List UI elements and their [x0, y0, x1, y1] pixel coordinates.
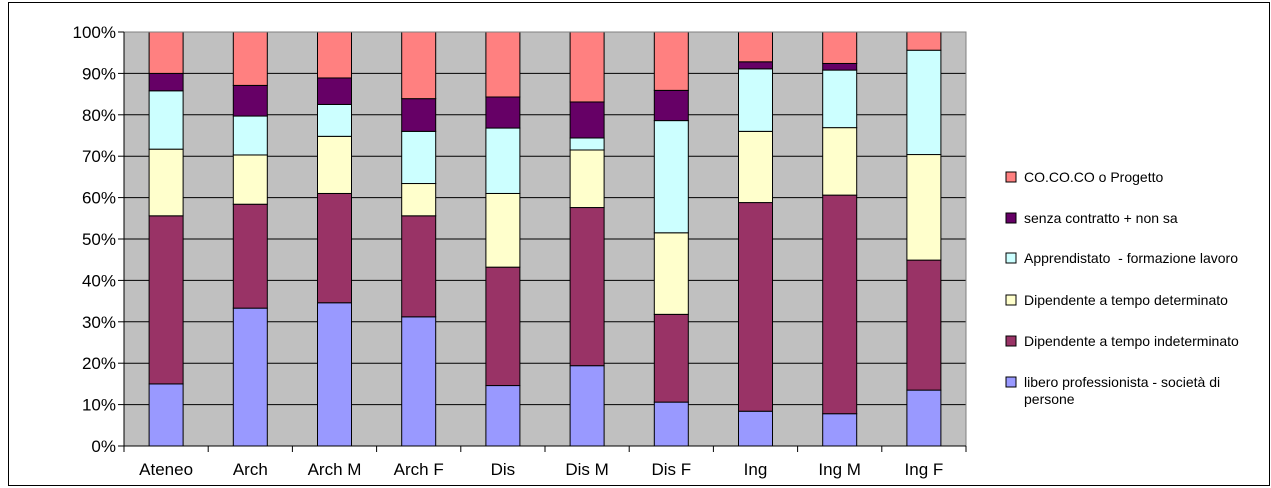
- bar-segment: [653, 232, 689, 315]
- bar-segment: [653, 401, 689, 447]
- bar-segment: [822, 194, 858, 415]
- y-tick-label: 30%: [82, 313, 116, 332]
- bars: [148, 31, 942, 447]
- legend-swatch: [1005, 252, 1017, 264]
- x-tick-label: Dis: [491, 460, 516, 479]
- bar-segment: [653, 89, 689, 122]
- legend-label: Dipendente a tempo determinato: [1024, 292, 1228, 308]
- legend-label: libero professionista - società di person…: [1024, 374, 1220, 407]
- bar-segment: [317, 31, 352, 79]
- bar-segment: [485, 266, 521, 387]
- bar-segment: [906, 259, 942, 391]
- y-tick-label: 0%: [91, 437, 116, 456]
- y-tick-label: 60%: [82, 189, 116, 208]
- legend: CO.CO.CO o Progetto senza contratto + non…: [1005, 169, 1239, 407]
- legend-swatch: [1005, 212, 1017, 224]
- bar-segment: [148, 148, 184, 217]
- bar-segment: [401, 98, 437, 132]
- bar-segment: [906, 31, 942, 51]
- y-tick-label: 50%: [82, 230, 116, 249]
- legend-label: Apprendistato - formazione lavoro: [1024, 250, 1238, 266]
- bar-segment: [317, 302, 352, 447]
- bar-segment: [653, 120, 689, 234]
- y-tick-label: 90%: [82, 64, 116, 83]
- bar-segment: [738, 410, 773, 447]
- bar-segment: [485, 96, 521, 129]
- bar-segment: [232, 31, 268, 86]
- bar-segment: [317, 103, 352, 137]
- x-tick-label: Ing M: [818, 460, 861, 479]
- legend-swatch: [1005, 294, 1017, 306]
- bar-segment: [148, 72, 184, 92]
- y-tick-label: 40%: [82, 271, 116, 290]
- bar-segment: [822, 62, 858, 71]
- bar-segment: [401, 31, 437, 100]
- bar-segment: [906, 49, 942, 156]
- x-tick-label: Ateneo: [139, 460, 193, 479]
- bar-segment: [569, 207, 605, 367]
- x-axis-ticks: Ateneo Arch Arch M Arch F Dis Dis M Dis F Ing In…: [123, 445, 967, 479]
- bar-segment: [738, 68, 773, 132]
- bar-segment: [232, 115, 268, 156]
- bar-segment: [401, 215, 437, 318]
- x-tick-label: Arch M: [308, 460, 362, 479]
- x-tick-label: Ing F: [905, 460, 944, 479]
- bar-segment: [569, 101, 605, 139]
- legend-swatch: [1005, 335, 1017, 347]
- legend-label: CO.CO.CO o Progetto: [1024, 169, 1163, 185]
- bar-segment: [485, 385, 521, 447]
- bar-segment: [822, 127, 858, 196]
- bar-segment: [401, 316, 437, 447]
- bar-segment: [148, 31, 184, 74]
- bar-segment: [232, 154, 268, 205]
- legend-swatch: [1005, 376, 1017, 388]
- y-axis-ticks: 0% 10% 20% 30% 40% 50% 60% 70% 80% 90% 100%: [73, 23, 125, 456]
- x-tick-label: Dis F: [651, 460, 691, 479]
- x-tick-label: Ing: [744, 460, 768, 479]
- bar-segment: [738, 31, 773, 63]
- bar-segment: [569, 365, 605, 447]
- bar-segment: [822, 69, 858, 129]
- x-tick-label: Arch F: [394, 460, 444, 479]
- bar-segment: [232, 203, 268, 309]
- bar-segment: [822, 31, 858, 64]
- bar-segment: [822, 413, 858, 447]
- bar-segment: [317, 135, 352, 194]
- bar-segment: [317, 77, 352, 105]
- y-tick-label: 80%: [82, 106, 116, 125]
- bar-segment: [148, 383, 184, 447]
- y-tick-label: 100%: [73, 23, 116, 42]
- x-tick-label: Arch: [233, 460, 268, 479]
- bar-segment: [738, 61, 773, 70]
- bar-segment: [906, 154, 942, 261]
- bar-segment: [485, 192, 521, 268]
- bar-segment: [401, 183, 437, 217]
- bar-segment: [569, 149, 605, 209]
- legend-swatch: [1005, 171, 1017, 183]
- legend-label: Dipendente a tempo indeterminato: [1024, 333, 1239, 349]
- bar-segment: [653, 31, 689, 91]
- bar-segment: [485, 31, 521, 98]
- bar-segment: [569, 137, 605, 151]
- bar-segment: [738, 202, 773, 412]
- y-tick-label: 20%: [82, 354, 116, 373]
- x-tick-label: Dis M: [565, 460, 608, 479]
- bar-segment: [738, 130, 773, 204]
- y-tick-label: 70%: [82, 147, 116, 166]
- bar-segment: [148, 215, 184, 385]
- bar-segment: [317, 192, 352, 304]
- bar-segment: [401, 130, 437, 185]
- bar-segment: [232, 307, 268, 447]
- y-tick-label: 10%: [82, 396, 116, 415]
- bar-segment: [569, 31, 605, 103]
- bar-segment: [148, 90, 184, 150]
- bar-segment: [485, 127, 521, 194]
- legend-label: senza contratto + non sa: [1024, 210, 1178, 226]
- bar-segment: [653, 313, 689, 403]
- bar-segment: [232, 84, 268, 117]
- bar-segment: [906, 389, 942, 447]
